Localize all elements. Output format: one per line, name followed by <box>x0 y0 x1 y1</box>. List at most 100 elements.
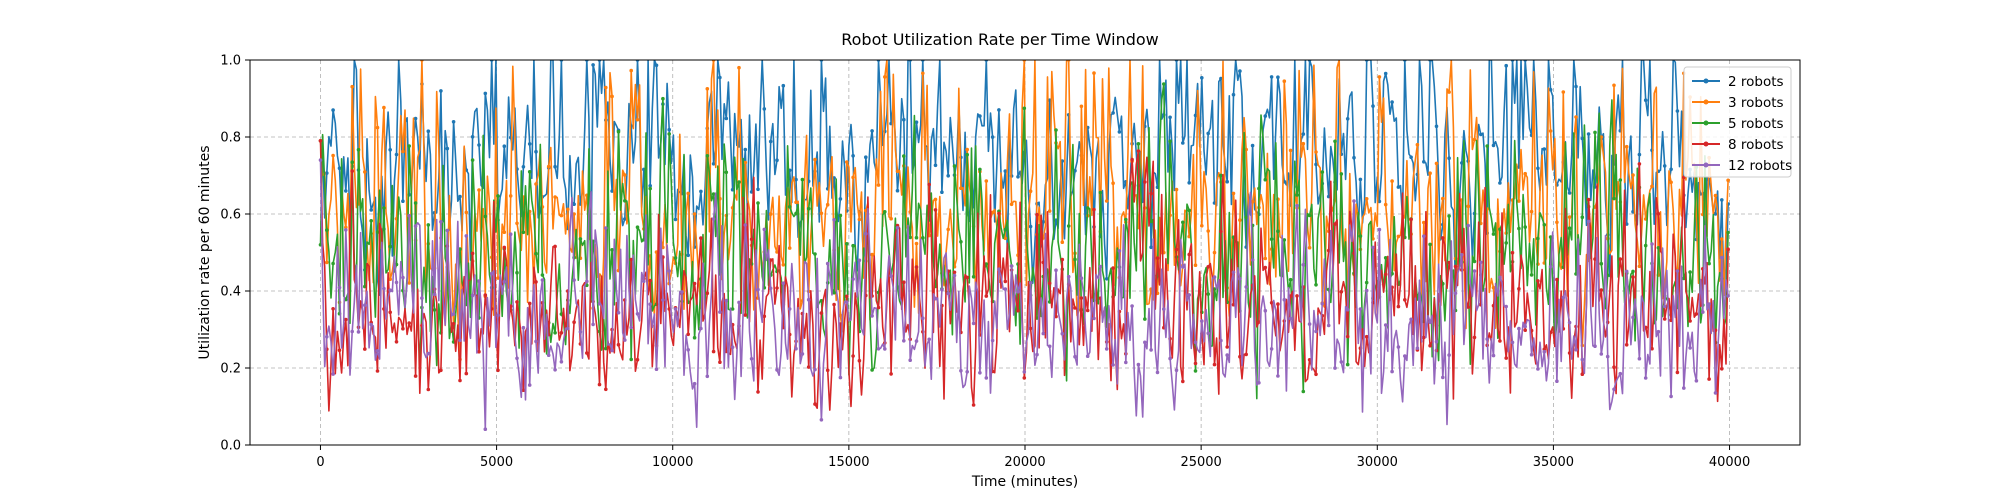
series-point <box>1168 115 1172 120</box>
series-point <box>699 236 703 240</box>
series-point <box>965 147 969 152</box>
series-point <box>1041 220 1046 224</box>
series-point <box>806 297 811 302</box>
series-point <box>1726 294 1730 298</box>
series-point <box>1003 236 1008 241</box>
series-point <box>1181 265 1185 269</box>
legend-marker <box>1703 78 1709 84</box>
series-point <box>470 251 475 256</box>
series-point <box>363 170 367 174</box>
series-12-robots <box>318 158 1730 432</box>
series-point <box>1149 191 1153 196</box>
series-point <box>914 265 919 269</box>
series-point <box>997 108 1001 112</box>
series-point <box>1618 178 1623 182</box>
series-point <box>1586 132 1591 136</box>
series-point <box>1441 196 1445 201</box>
series-point <box>756 201 760 205</box>
series-point <box>407 281 412 285</box>
series-point <box>477 188 481 192</box>
series-point <box>686 348 690 352</box>
series-point <box>1263 114 1268 118</box>
series-point <box>864 155 868 159</box>
series-point <box>1193 113 1198 118</box>
series-point <box>984 294 989 298</box>
series-point <box>1085 354 1090 359</box>
series-point <box>496 368 500 373</box>
series-point <box>1193 263 1198 268</box>
series-point <box>350 84 355 89</box>
series-point <box>1656 212 1661 216</box>
series-point <box>902 339 906 343</box>
legend-marker <box>1703 141 1709 147</box>
series-point <box>667 127 671 132</box>
series-point <box>445 228 450 233</box>
series-point <box>876 305 881 310</box>
series-point <box>1434 124 1439 129</box>
series-point <box>1682 276 1686 281</box>
series-point <box>1269 347 1274 351</box>
series-point <box>458 378 462 383</box>
series-point <box>883 210 887 214</box>
series-point <box>749 357 754 361</box>
series-point <box>1548 235 1553 239</box>
series-point <box>902 280 906 285</box>
series-point <box>1295 294 1299 298</box>
series-point <box>1060 257 1065 262</box>
series-point <box>1181 141 1185 145</box>
series-point <box>1364 334 1369 339</box>
series-point <box>1485 337 1489 341</box>
series-point <box>585 351 589 355</box>
series-point <box>344 189 348 193</box>
series-point <box>1187 293 1191 297</box>
series-point <box>1016 289 1020 294</box>
series-point <box>546 164 551 169</box>
series-point <box>1066 224 1071 228</box>
series-point <box>1593 130 1597 135</box>
series-point <box>1612 83 1616 88</box>
series-point <box>1231 191 1236 196</box>
series-point <box>864 231 868 236</box>
series-point <box>895 188 900 193</box>
series-point <box>876 183 881 187</box>
series-point <box>838 313 843 318</box>
series-point <box>749 237 754 241</box>
series-point <box>572 202 576 206</box>
series-point <box>914 339 919 343</box>
series-point <box>1707 377 1711 381</box>
series-point <box>451 312 456 316</box>
series-point <box>1580 136 1585 141</box>
series-point <box>1624 144 1629 149</box>
series-point <box>1694 379 1699 383</box>
legend-label: 5 robots <box>1728 116 1784 132</box>
series-point <box>1016 175 1020 179</box>
series-point <box>559 360 564 364</box>
series-point <box>787 307 792 311</box>
x-tick-label: 25000 <box>1180 455 1221 470</box>
series-point <box>832 218 836 222</box>
series-point <box>794 346 798 351</box>
series-point <box>1345 307 1350 312</box>
series-point <box>572 320 576 325</box>
series-point <box>1035 212 1039 217</box>
series-point <box>1536 279 1540 283</box>
x-tick-label: 35000 <box>1533 455 1574 470</box>
series-point <box>1422 335 1426 340</box>
series-point <box>1282 238 1287 242</box>
series-point <box>933 208 938 212</box>
series-point <box>1257 320 1261 324</box>
series-point <box>1555 277 1559 282</box>
series-point <box>337 348 342 353</box>
series-point <box>1720 198 1724 202</box>
series-point <box>673 307 678 311</box>
series-point <box>800 177 805 182</box>
series-point <box>1111 111 1115 115</box>
series-point <box>1643 243 1648 248</box>
series-point <box>1193 361 1198 366</box>
series-point <box>388 148 393 152</box>
series-point <box>870 314 874 318</box>
series-point <box>515 221 519 226</box>
series-point <box>407 321 412 325</box>
series-point <box>502 279 507 284</box>
series-point <box>825 261 830 266</box>
